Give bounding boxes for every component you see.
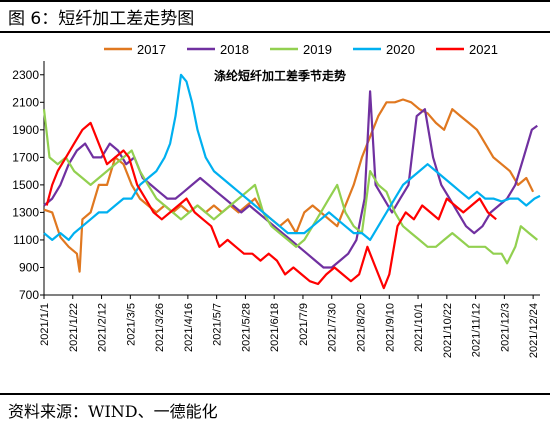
series-line-2017 bbox=[43, 98, 535, 273]
figure-caption: 图 6：短纤加工差走势图 bbox=[8, 9, 195, 29]
source-note: 资料来源：WIND、一德能化 bbox=[8, 402, 218, 421]
legend-label-2020: 2020 bbox=[386, 42, 415, 57]
x-tick-label: 2021/10/1 bbox=[413, 303, 425, 352]
x-tick-label: 2021/9/10 bbox=[384, 303, 396, 352]
x-tick-label: 2021/11/12 bbox=[471, 303, 483, 357]
bottom-rule bbox=[0, 393, 550, 395]
y-tick-label: 900 bbox=[19, 260, 39, 274]
series-line-2020 bbox=[43, 73, 541, 241]
y-tick-label: 2300 bbox=[12, 68, 39, 82]
y-tick-label: 1100 bbox=[13, 233, 39, 247]
y-tick-label: 1700 bbox=[12, 150, 39, 164]
top-rule bbox=[0, 0, 550, 2]
x-tick-label: 2021/7/30 bbox=[327, 303, 339, 352]
y-tick-label: 1500 bbox=[12, 178, 39, 192]
series-line-2021 bbox=[45, 121, 497, 290]
y-axis: 700 900 1100 1300 1500 1700 1900 2100 2300 bbox=[12, 61, 45, 302]
series-group bbox=[42, 73, 541, 290]
caption-rule bbox=[0, 31, 550, 33]
legend: 2017 2018 2019 2020 2021 bbox=[104, 42, 498, 57]
y-tick-label: 1900 bbox=[12, 123, 39, 137]
x-axis: 2021/1/1 2021/1/22 2021/2/12 2021/3/5 2021/3… bbox=[39, 294, 540, 358]
legend-label-2018: 2018 bbox=[220, 42, 249, 57]
x-tick-label: 2021/6/18 bbox=[269, 303, 281, 352]
x-tick-label: 2021/8/20 bbox=[356, 303, 368, 352]
x-tick-label: 2021/1/22 bbox=[68, 303, 80, 352]
x-tick-label: 2021/2/12 bbox=[97, 303, 109, 352]
x-tick-label: 2021/3/26 bbox=[154, 303, 166, 352]
series-line-2018 bbox=[43, 90, 538, 269]
series-line-2019 bbox=[42, 109, 538, 265]
y-tick-label: 700 bbox=[19, 288, 39, 302]
x-tick-label: 2021/5/7 bbox=[212, 303, 224, 346]
x-tick-label: 2021/5/28 bbox=[240, 303, 252, 352]
x-tick-label: 2021/1/1 bbox=[39, 303, 51, 346]
x-tick-label: 2021/7/9 bbox=[298, 303, 310, 346]
x-tick-label: 2021/3/5 bbox=[125, 303, 137, 346]
x-tick-label: 2021/10/22 bbox=[442, 303, 454, 358]
legend-label-2021: 2021 bbox=[469, 42, 498, 57]
y-tick-label: 1300 bbox=[12, 205, 39, 219]
chart-title: 涤纶短纤加工差季节走势 bbox=[214, 68, 346, 83]
line-chart: 2017 2018 2019 2020 2021 涤纶短纤加工差季节走势 700 900 1… bbox=[12, 42, 541, 358]
x-tick-label: 2021/12/3 bbox=[499, 303, 511, 352]
legend-label-2017: 2017 bbox=[137, 42, 166, 57]
x-tick-label: 2021/12/24 bbox=[528, 303, 540, 358]
legend-label-2019: 2019 bbox=[303, 42, 332, 57]
y-tick-label: 2100 bbox=[12, 95, 39, 109]
chart-area: 2017 2018 2019 2020 2021 涤纶短纤加工差季节走势 700 900 1… bbox=[0, 37, 550, 391]
x-tick-label: 2021/4/16 bbox=[183, 303, 195, 352]
